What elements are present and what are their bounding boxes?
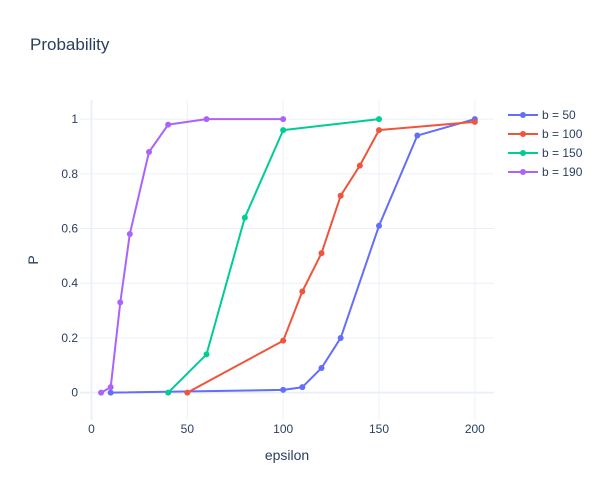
data-point <box>117 299 124 306</box>
x-tick-label: 0 <box>88 422 95 436</box>
series-line <box>167 118 380 394</box>
data-point <box>165 389 172 396</box>
y-tick-label: 0.6 <box>61 222 78 236</box>
data-point <box>126 231 133 238</box>
data-point <box>471 118 478 125</box>
data-point <box>280 337 287 344</box>
series-2 <box>184 118 478 396</box>
data-point <box>337 192 344 199</box>
data-point <box>280 127 287 134</box>
data-point <box>203 351 210 358</box>
legend-item[interactable]: b = 50 <box>508 108 576 122</box>
y-axis-label: P <box>25 255 41 264</box>
series-line <box>110 118 476 394</box>
series-line <box>186 120 475 394</box>
chart-title: Probability <box>30 35 110 54</box>
data-point <box>241 214 248 221</box>
data-point <box>165 121 172 128</box>
y-tick-label: 0.4 <box>61 276 78 290</box>
data-point <box>337 334 344 341</box>
data-point <box>356 162 363 169</box>
legend-marker <box>520 150 526 156</box>
legend-item[interactable]: b = 100 <box>508 127 583 141</box>
y-tick-label: 0.2 <box>61 331 78 345</box>
legend: b = 50 b = 100 b = 150 b = 190 <box>508 108 583 179</box>
data-point <box>299 288 306 295</box>
series-group <box>98 116 478 396</box>
x-tick-label: 150 <box>369 422 389 436</box>
data-point <box>203 116 210 123</box>
data-point <box>184 389 191 396</box>
x-axis-label: epsilon <box>265 447 309 463</box>
data-point <box>107 384 114 391</box>
data-point <box>146 148 152 155</box>
y-tick-label: 0.8 <box>61 167 78 181</box>
data-point <box>376 127 382 134</box>
series-line <box>100 118 284 394</box>
data-point <box>376 222 382 229</box>
x-tick-label: 200 <box>465 422 485 436</box>
data-point <box>414 132 421 139</box>
legend-marker <box>520 169 526 175</box>
legend-label: b = 150 <box>542 146 583 160</box>
x-tick-label: 100 <box>273 422 293 436</box>
series-3 <box>165 116 382 396</box>
data-point <box>280 386 287 393</box>
y-axis-ticks: 0 0.2 0.4 0.6 0.8 1 <box>61 112 78 400</box>
x-axis-ticks: 0 50 100 150 200 <box>88 422 485 436</box>
data-point <box>299 384 306 391</box>
legend-item[interactable]: b = 150 <box>508 146 583 160</box>
legend-marker <box>520 112 526 118</box>
legend-item[interactable]: b = 190 <box>508 165 583 179</box>
data-point <box>280 116 287 123</box>
data-point <box>318 365 325 372</box>
legend-label: b = 100 <box>542 127 583 141</box>
data-point <box>98 389 105 396</box>
y-tick-label: 1 <box>71 112 78 126</box>
series-1 <box>107 116 478 396</box>
legend-label: b = 50 <box>542 108 576 122</box>
y-tick-label: 0 <box>71 386 78 400</box>
legend-marker <box>520 131 526 137</box>
series-4 <box>98 116 287 396</box>
x-tick-label: 50 <box>181 422 195 436</box>
data-point <box>107 389 114 396</box>
legend-label: b = 190 <box>542 165 583 179</box>
grid-lines <box>80 100 494 420</box>
data-point <box>318 250 325 257</box>
data-point <box>376 116 382 123</box>
